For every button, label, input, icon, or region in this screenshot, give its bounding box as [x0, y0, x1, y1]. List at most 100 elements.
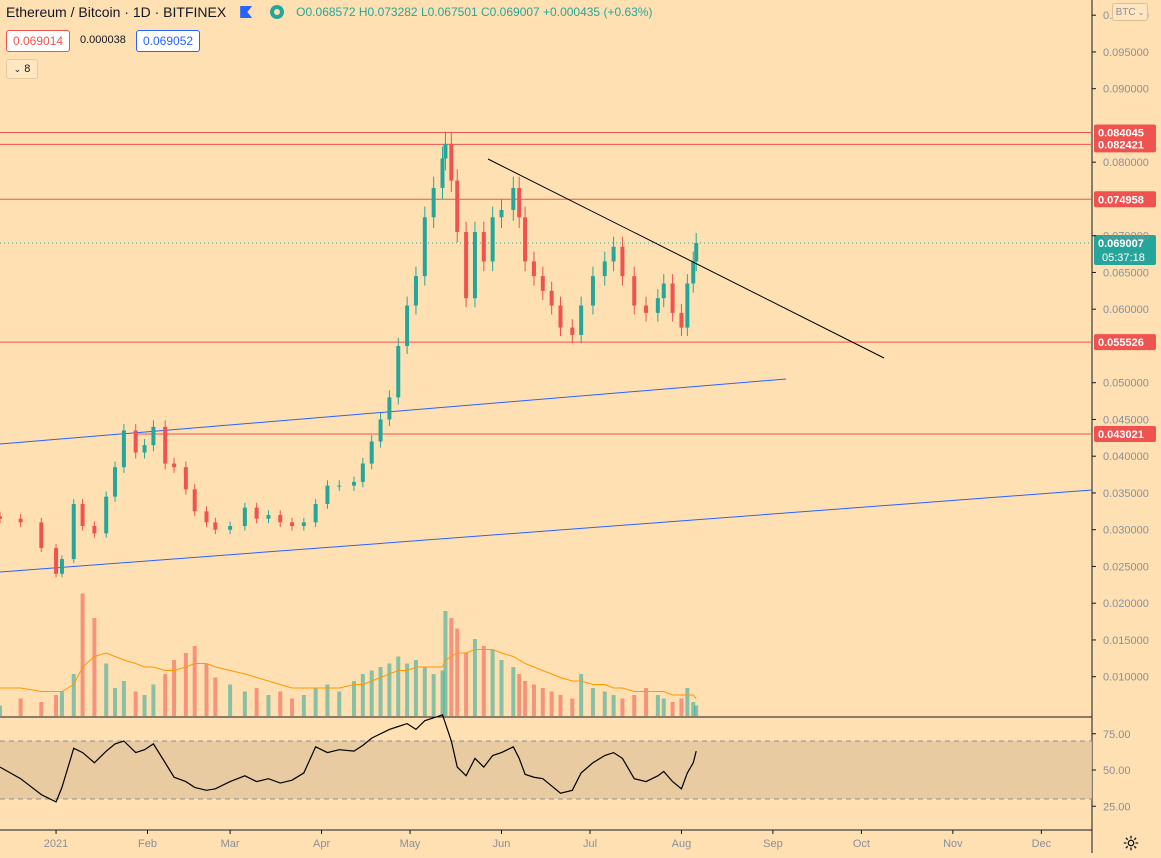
time-tick-label: Mar: [221, 838, 240, 850]
volume-bar: [360, 674, 365, 716]
candle-body: [655, 298, 660, 313]
currency-selector[interactable]: BTC ⌄: [1112, 3, 1148, 21]
ask-price[interactable]: 0.069052: [136, 30, 201, 52]
volume-bar: [499, 660, 504, 716]
rsi-tick-label: 25.00: [1103, 801, 1131, 813]
candle-body: [691, 261, 696, 284]
volume-bar: [301, 695, 306, 716]
price-tick-label: 0.080000: [1103, 157, 1149, 169]
volume-bar: [183, 653, 188, 716]
candle-body: [18, 518, 23, 523]
time-tick-label: Dec: [1032, 838, 1052, 850]
time-tick-label: Oct: [853, 838, 870, 850]
candle-body: [71, 503, 76, 560]
flag-icon[interactable]: [240, 6, 253, 18]
volume-bar: [523, 681, 528, 716]
volume-bar: [163, 674, 168, 716]
price-tick-label: 0.090000: [1103, 84, 1149, 96]
candle-body: [620, 246, 625, 277]
candle-body: [499, 209, 504, 218]
volume-bar: [517, 674, 522, 716]
volume-bar: [325, 684, 330, 716]
volume-bar: [337, 691, 342, 716]
volume-bar: [172, 660, 177, 716]
symbol-title[interactable]: Ethereum / Bitcoin · 1D · BITFINEX: [6, 4, 227, 20]
candle-body: [121, 430, 126, 468]
volume-bar: [213, 677, 218, 716]
time-tick-label: May: [400, 838, 421, 850]
volume-bar: [113, 688, 118, 716]
candle-body: [422, 217, 427, 277]
candle-body: [517, 187, 522, 218]
volume-bar: [133, 691, 138, 716]
volume-bar: [620, 698, 625, 716]
candle-body: [694, 243, 699, 262]
bid-price[interactable]: 0.069014: [6, 30, 71, 52]
countdown-label: 05:37:18: [1102, 252, 1145, 264]
volume-bar: [71, 674, 76, 716]
candle-body: [455, 180, 460, 233]
volume-bar: [413, 660, 418, 716]
candle-body: [661, 283, 666, 299]
candle-body: [290, 522, 295, 527]
volume-bar: [18, 698, 23, 716]
indicator-count: 8: [24, 63, 31, 75]
candle-body: [570, 327, 575, 335]
volume-bar: [151, 684, 156, 716]
rsi-tick-label: 50.00: [1103, 765, 1131, 777]
candle-body: [644, 305, 649, 313]
candle-body: [472, 232, 477, 299]
volume-bar: [694, 705, 699, 716]
volume-bar: [142, 695, 147, 716]
trend-line: [487, 158, 885, 359]
candle-body: [602, 261, 607, 277]
candle-body: [59, 559, 64, 574]
candle-body: [387, 397, 392, 420]
volume-bar: [602, 691, 607, 716]
candle-body: [360, 463, 365, 482]
volume-bar: [531, 684, 536, 716]
channel-lower-line: [0, 489, 1093, 573]
volume-bar: [679, 698, 684, 716]
volume-bar: [192, 646, 197, 716]
candle-body: [632, 276, 637, 306]
candle-body: [449, 143, 454, 181]
volume-bar: [405, 663, 410, 716]
volume-bar: [254, 688, 259, 716]
volume-bar: [449, 618, 454, 716]
candle-body: [325, 485, 330, 504]
candle-body: [481, 232, 486, 262]
volume-bar: [455, 628, 460, 716]
candle-body: [369, 441, 374, 464]
time-tick-label: Apr: [313, 838, 330, 850]
volume-bar: [440, 670, 445, 716]
time-tick-label: Aug: [672, 838, 692, 850]
volume-bar: [685, 688, 690, 716]
volume-bar: [511, 667, 516, 716]
ohlc-values: O0.068572 H0.073282 L0.067501 C0.069007 …: [296, 5, 653, 19]
indicators-toggle-button[interactable]: ⌄ 8: [6, 59, 38, 79]
price-tick-label: 0.030000: [1103, 525, 1149, 537]
time-tick-label: Sep: [763, 838, 783, 850]
volume-bar: [558, 695, 563, 716]
market-status-icon: [270, 5, 285, 19]
candle-body: [163, 426, 168, 464]
gear-icon[interactable]: [1122, 834, 1140, 852]
volume-bar: [431, 674, 436, 716]
volume-bar: [0, 705, 2, 716]
volume-bar: [39, 702, 44, 716]
rsi-band: [0, 741, 1092, 799]
legend-header: Ethereum / Bitcoin · 1D · BITFINEX O0.06…: [6, 4, 652, 20]
rsi-tick-label: 75.00: [1103, 729, 1131, 741]
volume-bar: [443, 611, 448, 716]
candle-body: [511, 187, 516, 210]
price-tick-label: 0.095000: [1103, 47, 1149, 59]
candle-body: [133, 430, 138, 453]
candle-body: [523, 217, 528, 262]
volume-bar: [59, 691, 64, 716]
price-tick-label: 0.050000: [1103, 378, 1149, 390]
volume-bar: [579, 674, 584, 716]
candle-body: [0, 516, 2, 519]
